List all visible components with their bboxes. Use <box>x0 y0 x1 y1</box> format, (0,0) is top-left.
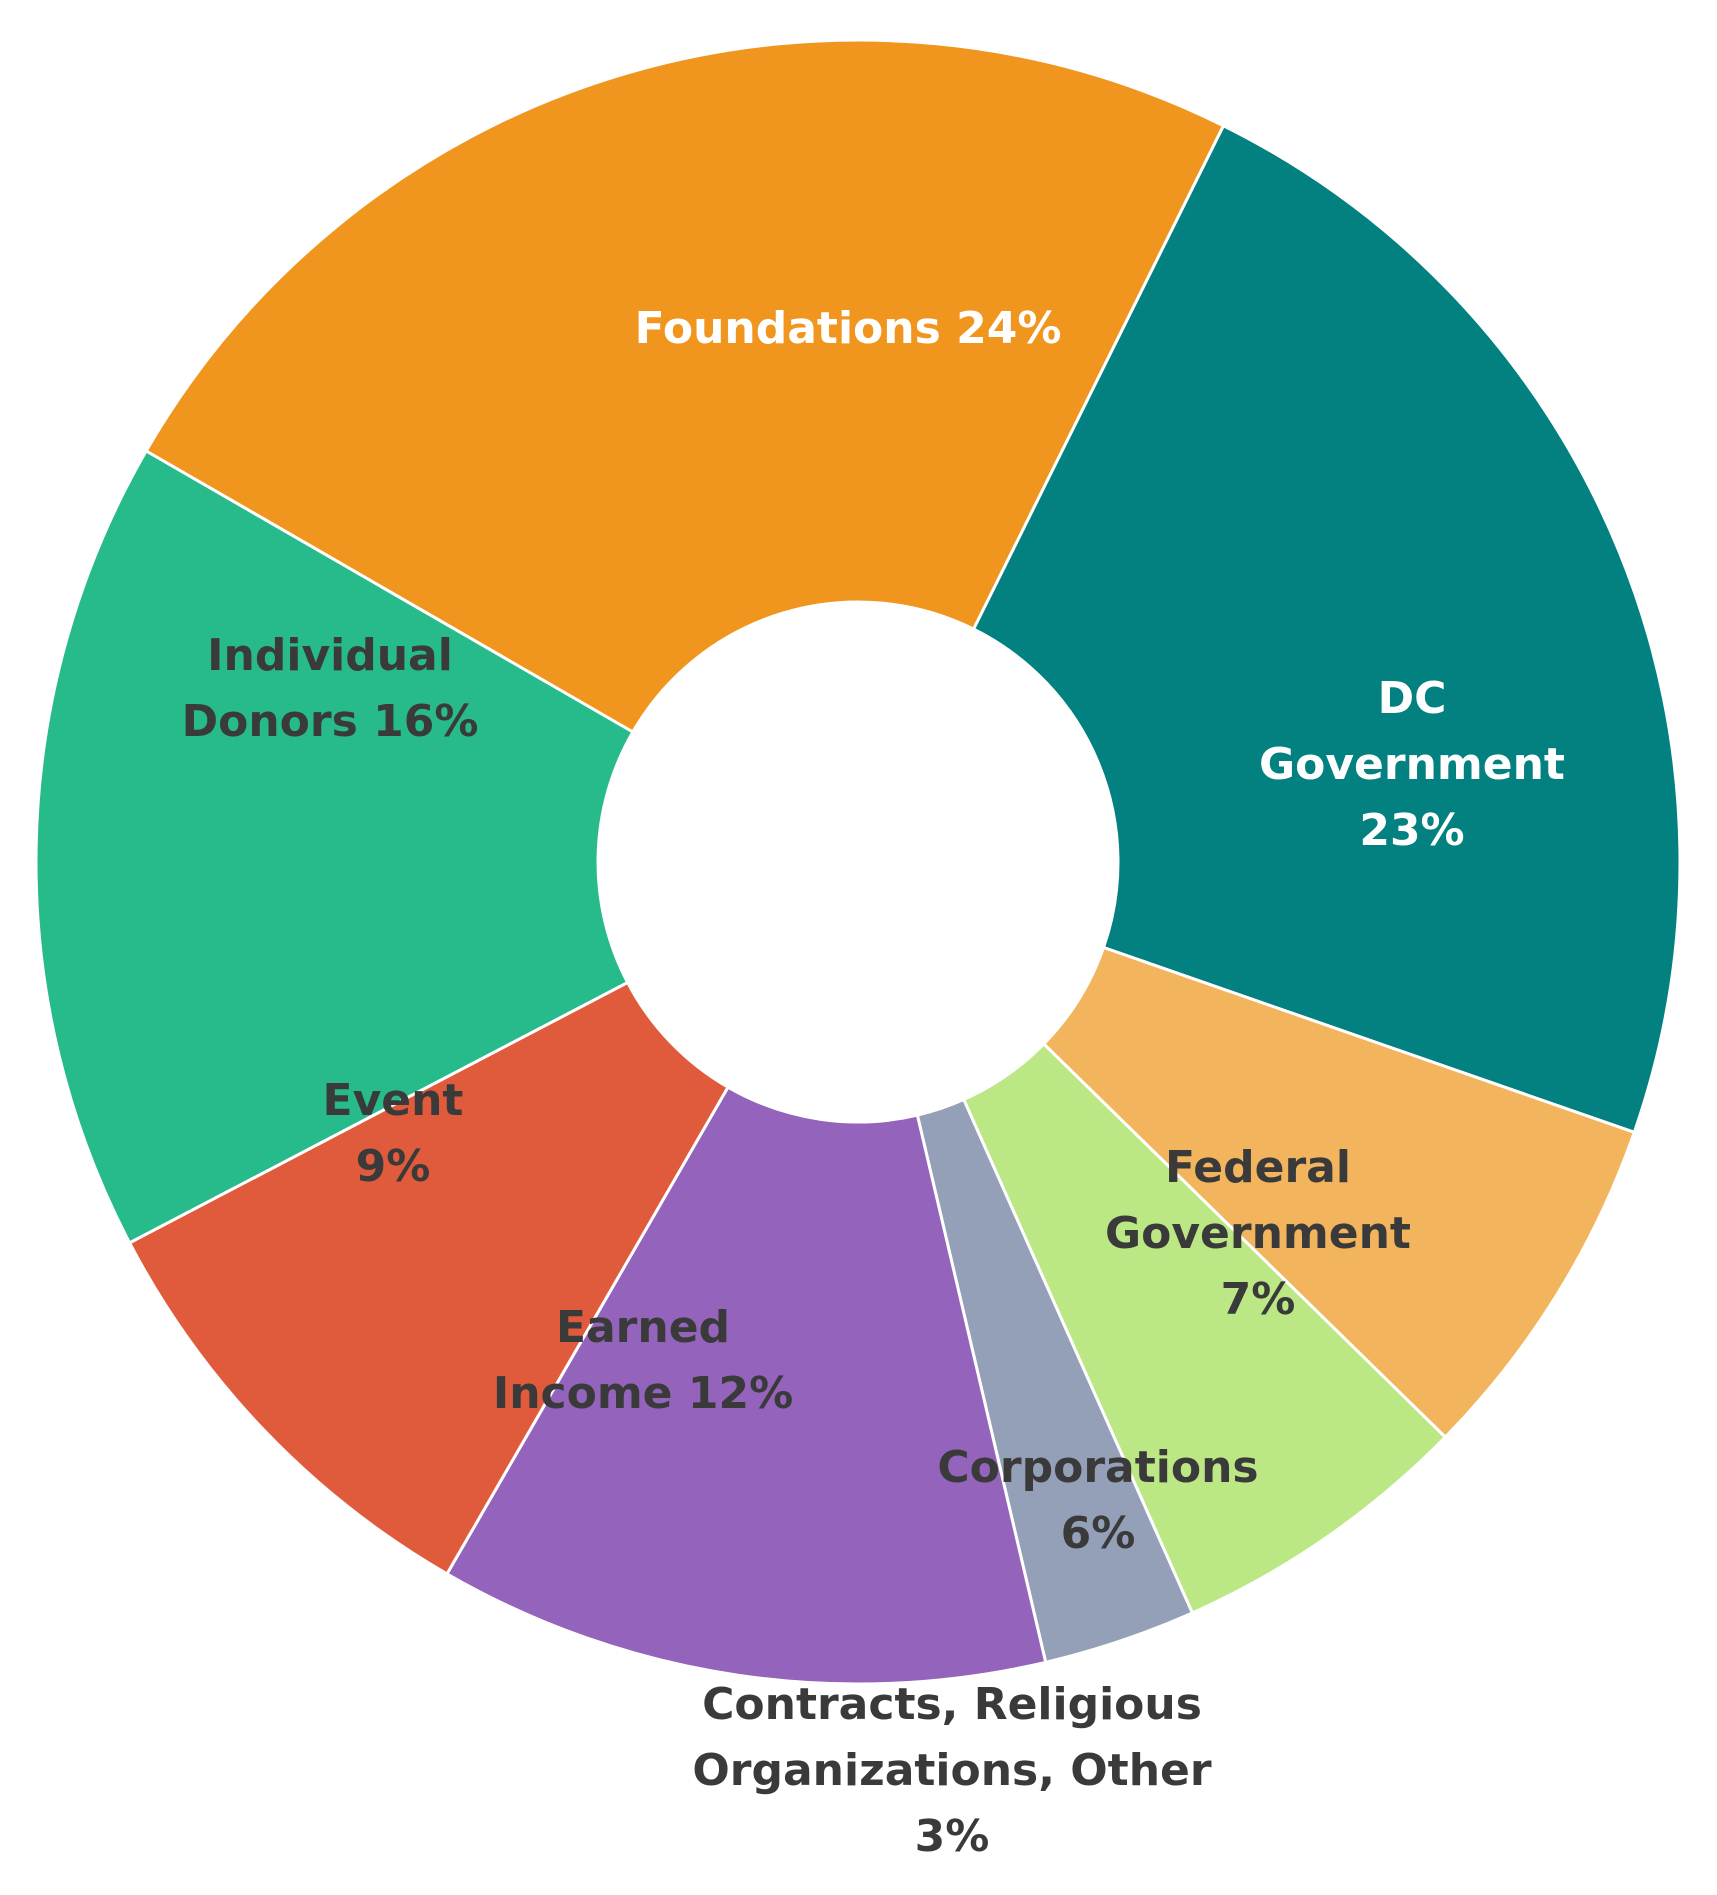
donut-slices <box>34 38 1682 1686</box>
slice-label-line: Federal <box>1165 1142 1351 1193</box>
slice-label-line: Event <box>323 1075 464 1126</box>
slice-label-line: 9% <box>356 1141 431 1192</box>
slice-label-line: Contracts, Religious <box>702 1679 1202 1730</box>
slice-label-individual-donors: Individual Donors 16% <box>182 630 479 747</box>
slice-label-line: Government <box>1259 739 1565 790</box>
slice-label-foundations: Foundations 24% <box>635 303 1062 354</box>
slice-label-line: Individual <box>207 630 453 681</box>
slice-label-line: Government <box>1105 1208 1411 1259</box>
slice-label-line: 7% <box>1221 1274 1296 1325</box>
slice-label-line: Organizations, Other <box>692 1745 1211 1796</box>
slice-label-line: Income 12% <box>493 1368 793 1419</box>
slice-label-corporations: Corporations 6% <box>937 1442 1258 1559</box>
slice-label-line: 23% <box>1359 805 1464 856</box>
slice-label-line: 6% <box>1061 1508 1136 1559</box>
slice-label-line: Corporations <box>937 1442 1258 1493</box>
slice-label-line: DC <box>1378 673 1447 724</box>
donut-hole <box>598 602 1118 1122</box>
slice-label-line: Donors 16% <box>182 696 479 747</box>
slice-label-line: Foundations 24% <box>635 303 1062 354</box>
slice-label-line: 3% <box>915 1811 990 1862</box>
slice-labels: Foundations 24% DC Government 23% Federal Gov… <box>182 303 1565 1862</box>
slice-label-line: Earned <box>556 1302 730 1353</box>
slice-label-contracts-religious-organizations-other: Contracts, Religious Organizations, Other… <box>692 1679 1211 1862</box>
slice-label-dc-government: DC Government 23% <box>1259 673 1565 856</box>
slice-label-federal-government: Federal Government 7% <box>1105 1142 1411 1325</box>
slice-label-earned-income: Earned Income 12% <box>493 1302 793 1419</box>
slice-dc-government <box>971 123 1682 1135</box>
slice-label-event: Event 9% <box>323 1075 464 1192</box>
